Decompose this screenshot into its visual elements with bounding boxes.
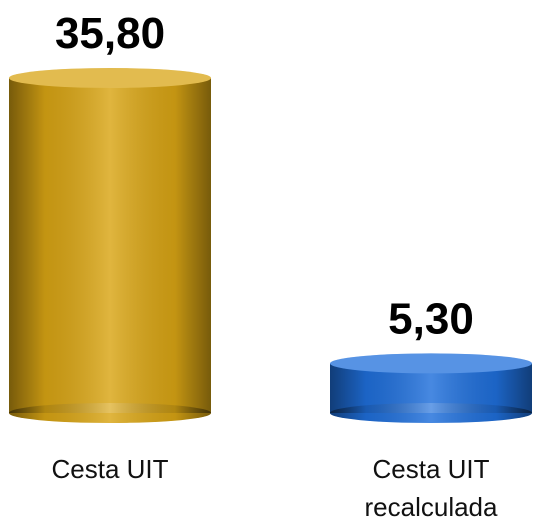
cylinder-bar <box>9 68 211 423</box>
cylinder-top-light <box>9 68 211 88</box>
cylinder-top <box>330 353 532 374</box>
value-label: 35,80 <box>55 9 165 58</box>
cylinder-body-shade <box>9 78 211 413</box>
cylinder-bar <box>330 353 532 423</box>
category-label: Cesta UIT recalculada <box>364 454 498 522</box>
value-label: 5,30 <box>388 294 474 343</box>
category-label: Cesta UIT <box>51 454 169 484</box>
cylinder-top <box>9 68 211 88</box>
cylinder-top-light <box>330 353 532 374</box>
